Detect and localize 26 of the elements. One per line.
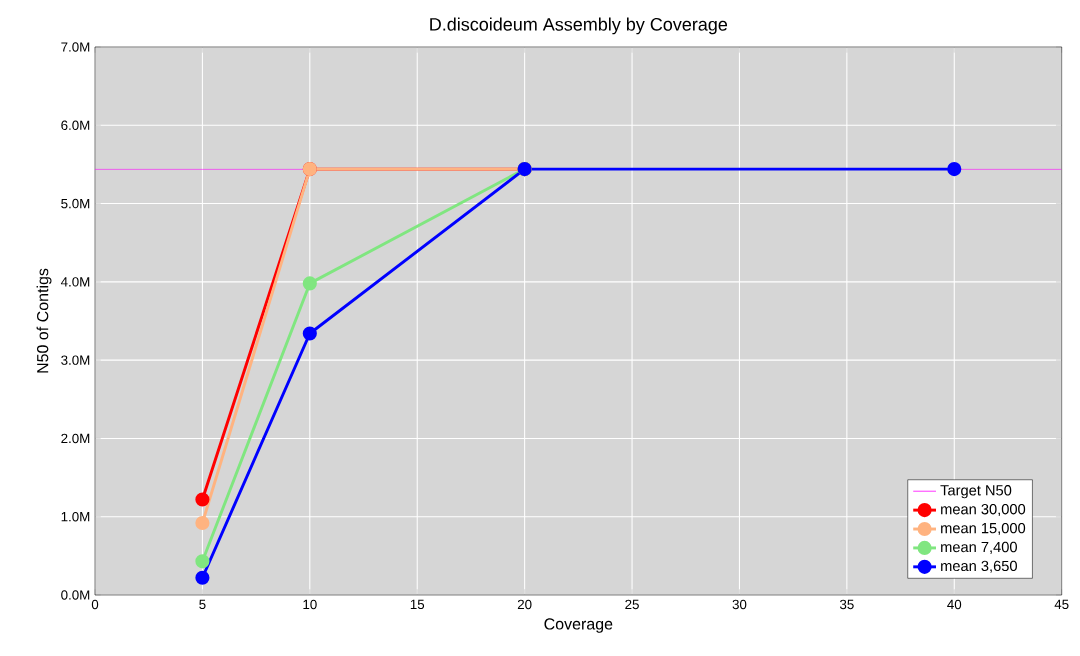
y-tick-label: 6.0M <box>61 120 90 130</box>
legend-label: mean 30,000 <box>941 504 1026 517</box>
y-tick-label: 7.0M <box>61 42 90 52</box>
chart-title: D.discoideum Assembly by Coverage <box>430 17 728 35</box>
x-tick-label: 10 <box>303 599 317 610</box>
y-tick-label: 3.0M <box>61 355 90 365</box>
x-tick-label: 35 <box>839 599 854 610</box>
legend-label: mean 15,000 <box>941 522 1026 536</box>
x-tick-label: 5 <box>199 599 206 610</box>
y-tick-label: 2.0M <box>61 433 90 444</box>
legend-label: Target N50 <box>940 485 1012 499</box>
x-tick-label: 20 <box>517 599 532 610</box>
x-tick-label: 15 <box>410 599 425 610</box>
x-tick-label: 25 <box>625 599 639 610</box>
x-tick-label: 45 <box>1054 599 1069 610</box>
x-axis-title: Coverage <box>544 618 613 633</box>
y-tick-label: 0.0M <box>61 590 90 600</box>
y-tick-label: 1.0M <box>61 512 90 522</box>
legend-label: mean 7,400 <box>941 541 1017 554</box>
x-tick-label: 0 <box>91 599 99 610</box>
y-tick-label: 5.0M <box>61 198 90 209</box>
x-tick-label: 30 <box>732 599 747 610</box>
y-axis-title: N50 of Contigs <box>36 268 52 373</box>
legend-label: mean 3,650 <box>941 560 1017 573</box>
y-tick-label: 4.0M <box>60 277 90 287</box>
x-tick-label: 40 <box>947 599 962 610</box>
